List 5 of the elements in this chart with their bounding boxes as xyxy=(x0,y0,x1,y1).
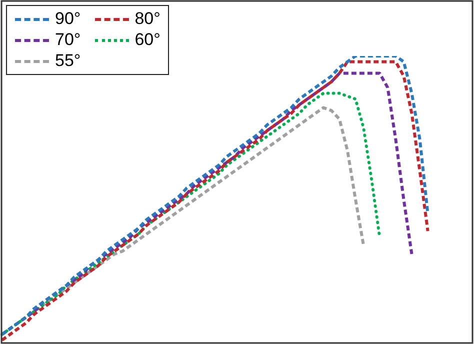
legend-label: 55° xyxy=(55,51,81,71)
legend-label: 60° xyxy=(134,30,160,50)
legend-label: 80° xyxy=(134,9,160,29)
legend-label: 70° xyxy=(55,30,81,50)
legend-label: 90° xyxy=(55,9,81,29)
